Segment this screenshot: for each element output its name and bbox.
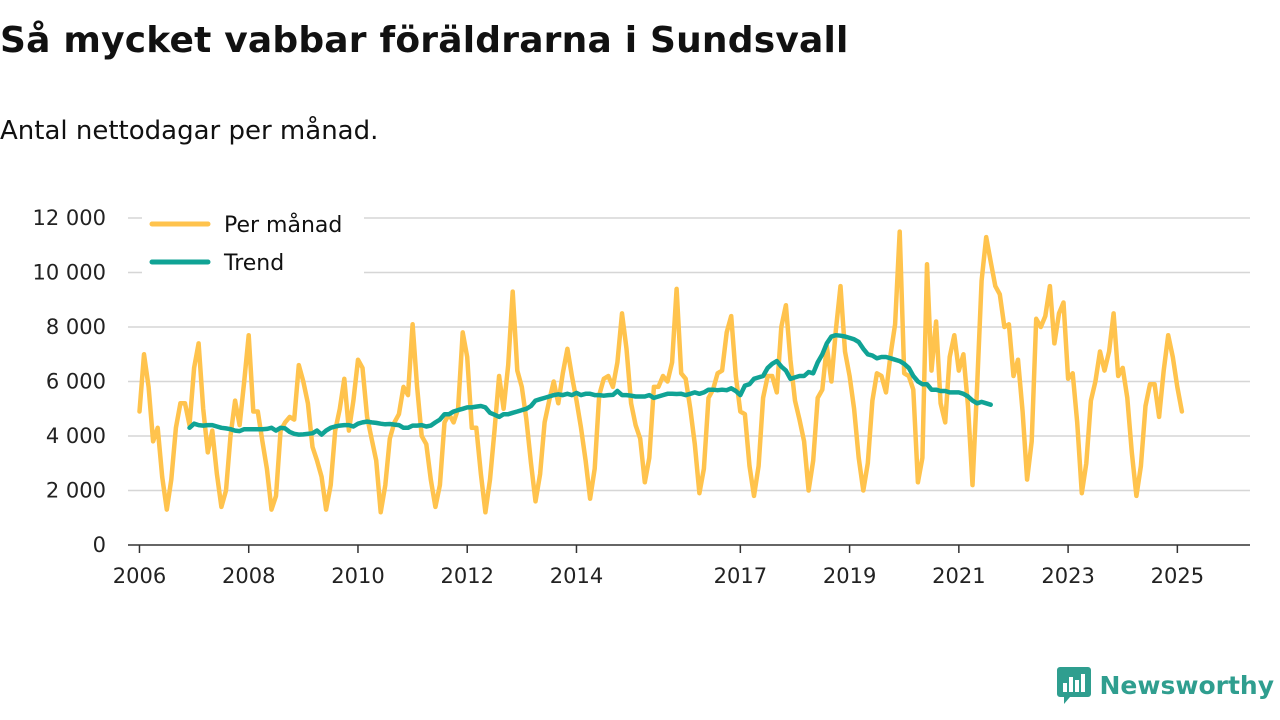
chart-subtitle: Antal nettodagar per månad. (0, 116, 379, 146)
brand-logo[interactable]: Newsworthy (1056, 664, 1275, 706)
legend-label-per-manad: Per månad (224, 212, 342, 238)
chart-title: Så mycket vabbar föräldrarna i Sundsvall (0, 20, 849, 61)
x-tick-label: 2012 (440, 564, 493, 588)
data-series (137, 229, 1185, 515)
x-tick-label: 2014 (550, 564, 603, 588)
series-line-per-manad (137, 229, 1185, 515)
y-tick-label: 6 000 (46, 370, 106, 394)
legend: Per månad Trend (142, 205, 364, 277)
brand-name: Newsworthy (1099, 670, 1275, 700)
y-tick-label: 10 000 (33, 261, 106, 285)
x-tick-label: 2010 (331, 564, 384, 588)
x-tick-label: 2019 (823, 564, 876, 588)
legend-background (142, 205, 364, 277)
x-tick-label: 2008 (222, 564, 275, 588)
y-tick-label: 12 000 (33, 206, 106, 230)
y-axis-ticks: 0 2 000 4 000 6 000 8 000 10 000 12 000 (33, 206, 106, 557)
x-tick-label: 2017 (714, 564, 767, 588)
y-tick-label: 2 000 (46, 479, 106, 503)
series-line-trend (187, 332, 993, 437)
newsworthy-logo-icon (1056, 667, 1091, 704)
x-tick-label: 2021 (932, 564, 985, 588)
y-tick-label: 8 000 (46, 315, 106, 339)
x-tick-label: 2023 (1041, 564, 1094, 588)
y-tick-label: 4 000 (46, 424, 106, 448)
x-axis-ticks: 2006 2008 2010 2012 2014 2017 2019 2021 2023 2025 (113, 544, 1250, 588)
y-tick-label: 0 (93, 533, 106, 557)
legend-label-trend: Trend (223, 251, 284, 276)
x-tick-label: 2006 (113, 564, 166, 588)
x-tick-label: 2025 (1151, 564, 1204, 588)
